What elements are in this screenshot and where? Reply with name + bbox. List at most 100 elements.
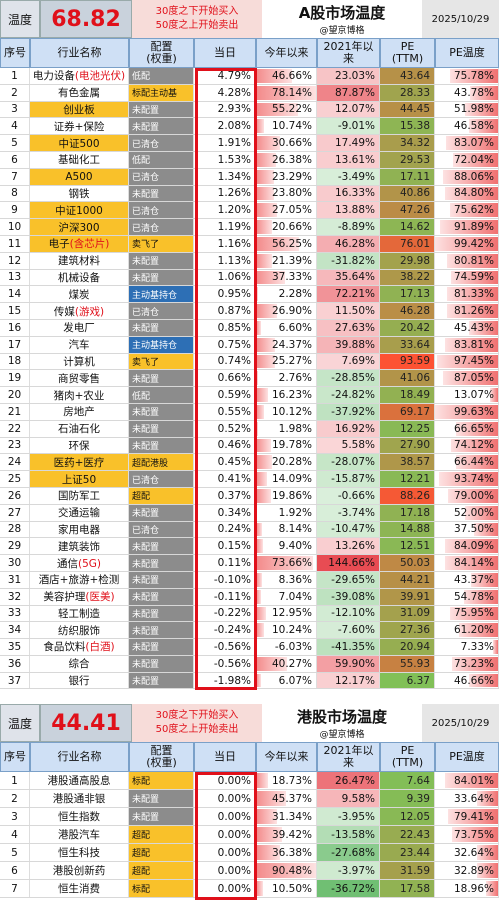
col-pe-temp-cell: 80.81% bbox=[435, 252, 499, 269]
col-since-2021-cell: -27.68% bbox=[317, 844, 380, 861]
a-share-panel: 温度 68.82 30度之下开始买入 50度之上开始卖出 A股市场温度 @望京博… bbox=[0, 0, 499, 690]
col-industry-text: 发电厂 bbox=[63, 322, 95, 335]
table-row: 7 A500 已清仓 1.34% 23.29% -3.49% 17.11 88.06% bbox=[0, 168, 499, 186]
col-pe-temp-cell: 32.89% bbox=[435, 862, 499, 879]
header-col-pe: PE (TTM) bbox=[380, 38, 435, 68]
pe-temp-bar bbox=[435, 404, 498, 419]
col-today-text: -0.10% bbox=[213, 573, 251, 586]
col-seq-cell: 7 bbox=[0, 168, 30, 185]
col-since-2021-text: -3.49% bbox=[337, 170, 375, 183]
col-since-2021-cell: 27.63% bbox=[317, 319, 380, 336]
col-pe-cell: 14.62 bbox=[380, 219, 435, 235]
col-weight-cell: 未配置 bbox=[129, 185, 194, 202]
col-since-2021-cell: 23.03% bbox=[317, 68, 380, 84]
col-weight-cell: 未配置 bbox=[129, 420, 194, 437]
col-industry-cell: 沪深300 bbox=[30, 219, 129, 235]
ytd-bar bbox=[256, 169, 274, 184]
col-since-2021-cell: -13.58% bbox=[317, 826, 380, 843]
col-industry-cell: 机械设备 bbox=[30, 269, 129, 286]
col-industry-cell: 商贸零售 bbox=[30, 370, 129, 387]
col-ytd-cell: 26.90% bbox=[256, 303, 317, 319]
col-weight-text: 未配置 bbox=[132, 795, 160, 805]
ytd-bar bbox=[256, 827, 283, 842]
col-pe-cell: 17.58 bbox=[380, 880, 435, 897]
col-pe-temp-text: 93.74% bbox=[453, 473, 494, 486]
col-industry-cell: 房地产 bbox=[30, 403, 129, 420]
col-pe-temp-cell: 43.37% bbox=[435, 571, 499, 588]
col-ytd-text: 55.22% bbox=[271, 103, 312, 116]
col-seq-cell: 26 bbox=[0, 487, 30, 504]
col-pe-cell: 55.93 bbox=[380, 655, 435, 672]
table-row: 9 中证1000 已清仓 1.20% 27.05% 13.88% 47.26 75.62% bbox=[0, 202, 499, 220]
col-pe-text: 29.53 bbox=[399, 153, 430, 166]
table-row: 33 轻工制造 未配置 -0.22% 12.95% -12.10% 31.09 75.95% bbox=[0, 605, 499, 623]
header-col-seq: 序号 bbox=[0, 38, 30, 68]
col-pe-text: 27.36 bbox=[399, 624, 430, 637]
col-pe-cell: 12.21 bbox=[380, 471, 435, 487]
col-since-2021-text: -29.65% bbox=[331, 573, 375, 586]
col-pe-text: 12.05 bbox=[399, 810, 430, 823]
table-row: 17 汽车 主动基持仓 0.75% 24.37% 39.88% 33.64 83.81% bbox=[0, 336, 499, 354]
pe-temp-bar bbox=[442, 169, 498, 184]
page-title: A股市场温度 @望京博格 bbox=[262, 0, 422, 38]
col-pe-temp-cell: 88.06% bbox=[435, 168, 499, 185]
pe-temp-bar bbox=[477, 845, 498, 860]
col-today-text: 0.11% bbox=[217, 557, 251, 569]
header-col-pe-temp: PE温度 bbox=[435, 742, 499, 772]
col-today-text: 0.52% bbox=[217, 422, 251, 435]
col-weight-text: 已清仓 bbox=[132, 525, 160, 536]
temperature-label: 温度 bbox=[0, 0, 40, 38]
col-pe-cell: 6.37 bbox=[380, 672, 435, 689]
col-ytd-cell: 24.37% bbox=[256, 336, 317, 353]
col-industry-cell: 食品饮料(白酒) bbox=[30, 639, 129, 655]
col-industry-cell: 计算机 bbox=[30, 353, 129, 370]
col-pe-cell: 27.90 bbox=[380, 437, 435, 454]
col-ytd-text: 20.28% bbox=[271, 456, 312, 469]
col-industry-cell: 煤炭 bbox=[30, 286, 129, 303]
col-pe-temp-cell: 99.63% bbox=[435, 403, 499, 420]
col-since-2021-cell: -31.82% bbox=[317, 252, 380, 269]
col-since-2021-text: -3.95% bbox=[337, 810, 375, 823]
col-industry-cell: 港股通非银 bbox=[30, 790, 129, 807]
col-ytd-cell: 2.76% bbox=[256, 370, 317, 387]
col-industry-text: 医药+医疗 bbox=[53, 456, 105, 469]
col-industry-text: 纺织服饰 bbox=[58, 624, 100, 637]
col-pe-temp-cell: 79.41% bbox=[435, 808, 499, 825]
col-ytd-cell: 55.22% bbox=[256, 101, 317, 118]
col-seq-text: 1 bbox=[11, 69, 18, 82]
col-ytd-cell: 8.14% bbox=[256, 521, 317, 538]
col-industry-cell: 证券+保险 bbox=[30, 118, 129, 135]
col-ytd-cell: 26.38% bbox=[256, 151, 317, 168]
col-today-text: 0.00% bbox=[217, 792, 251, 805]
pe-temp-bar bbox=[440, 220, 498, 234]
header-col-weight: 配置 (权重) bbox=[129, 742, 194, 772]
col-ytd-text: 23.29% bbox=[271, 170, 312, 183]
col-since-2021-cell: -24.82% bbox=[317, 387, 380, 403]
col-pe-cell: 15.38 bbox=[380, 118, 435, 135]
col-since-2021-text: 16.33% bbox=[334, 187, 375, 200]
col-industry-cell: 汽车 bbox=[30, 336, 129, 353]
col-pe-text: 47.26 bbox=[399, 204, 430, 217]
ytd-bar bbox=[256, 656, 287, 671]
col-ytd-text: 6.07% bbox=[278, 674, 312, 687]
col-ytd-text: 19.78% bbox=[271, 439, 312, 452]
col-pe-temp-cell: 33.64% bbox=[435, 790, 499, 807]
col-seq-cell: 18 bbox=[0, 353, 30, 370]
col-since-2021-text: -3.74% bbox=[337, 506, 375, 519]
col-today-text: 1.20% bbox=[217, 204, 251, 217]
col-pe-text: 14.88 bbox=[399, 523, 430, 536]
col-weight-text: 超配 bbox=[132, 831, 151, 841]
col-industry-text: 恒生消费 bbox=[58, 883, 100, 895]
col-seq-text: 2 bbox=[11, 86, 18, 99]
col-today-cell: 0.95% bbox=[194, 286, 256, 303]
col-today-cell: 0.41% bbox=[194, 471, 256, 487]
col-industry-text: 港股通高股息 bbox=[47, 775, 111, 787]
col-pe-temp-cell: 84.01% bbox=[435, 772, 499, 789]
table-row: 35 食品饮料(白酒) 未配置 -0.56% -6.03% -41.35% 20.94 7.3… bbox=[0, 639, 499, 656]
col-since-2021-cell: 59.90% bbox=[317, 655, 380, 672]
col-since-2021-text: -3.97% bbox=[337, 864, 375, 877]
col-weight-text: 未配置 bbox=[132, 324, 160, 335]
market-title: A股市场温度 bbox=[298, 4, 386, 22]
col-weight-cell: 未配置 bbox=[129, 370, 194, 387]
pe-temp-bar bbox=[486, 881, 498, 896]
